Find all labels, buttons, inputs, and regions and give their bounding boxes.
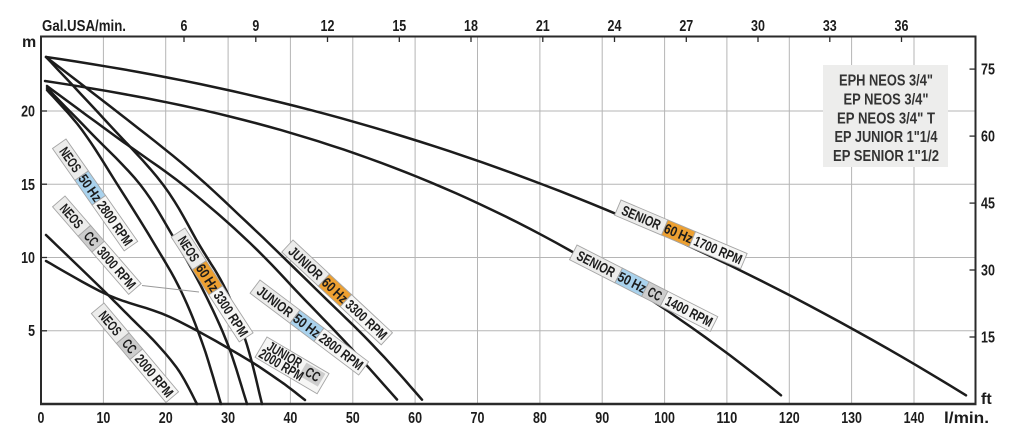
- svg-text:30: 30: [751, 18, 765, 35]
- svg-text:CC: CC: [645, 283, 665, 304]
- svg-text:EP NEOS 3/4" T: EP NEOS 3/4" T: [837, 110, 935, 127]
- svg-text:75: 75: [981, 62, 995, 79]
- svg-text:10: 10: [21, 250, 35, 267]
- svg-text:6: 6: [181, 18, 188, 35]
- svg-text:50: 50: [346, 410, 360, 427]
- svg-text:12: 12: [321, 18, 335, 35]
- svg-text:20: 20: [159, 410, 173, 427]
- svg-text:120: 120: [779, 410, 800, 427]
- svg-text:5: 5: [28, 323, 35, 340]
- svg-text:ft: ft: [981, 391, 992, 408]
- svg-text:15: 15: [981, 330, 995, 347]
- svg-text:20: 20: [21, 104, 35, 121]
- svg-text:15: 15: [392, 18, 406, 35]
- svg-text:80: 80: [533, 410, 547, 427]
- svg-text:70: 70: [471, 410, 485, 427]
- svg-text:21: 21: [536, 18, 550, 35]
- svg-text:30: 30: [981, 263, 995, 280]
- svg-text:EP SENIOR 1"1/2: EP SENIOR 1"1/2: [833, 148, 939, 165]
- svg-text:60: 60: [981, 129, 995, 146]
- svg-text:l/min.: l/min.: [944, 410, 989, 427]
- svg-text:0: 0: [38, 410, 45, 427]
- svg-text:24: 24: [608, 18, 622, 35]
- svg-text:15: 15: [21, 177, 35, 194]
- svg-text:140: 140: [904, 410, 925, 427]
- svg-text:CC: CC: [302, 364, 323, 385]
- svg-text:33: 33: [823, 18, 837, 35]
- svg-text:EPH NEOS 3/4": EPH NEOS 3/4": [839, 73, 933, 90]
- svg-text:18: 18: [464, 18, 478, 35]
- svg-text:30: 30: [221, 410, 235, 427]
- svg-text:EP JUNIOR 1"1/4: EP JUNIOR 1"1/4: [835, 129, 938, 146]
- svg-text:10: 10: [96, 410, 110, 427]
- svg-text:m: m: [22, 34, 36, 51]
- svg-text:40: 40: [283, 410, 297, 427]
- svg-text:130: 130: [841, 410, 862, 427]
- svg-text:45: 45: [981, 196, 995, 213]
- svg-text:27: 27: [679, 18, 693, 35]
- svg-text:9: 9: [252, 18, 259, 35]
- svg-text:EP NEOS 3/4": EP NEOS 3/4": [844, 91, 929, 108]
- svg-text:100: 100: [654, 410, 675, 427]
- svg-text:90: 90: [595, 410, 609, 427]
- svg-text:60: 60: [408, 410, 422, 427]
- svg-text:36: 36: [895, 18, 909, 35]
- svg-text:Gal.USA/min.: Gal.USA/min.: [42, 18, 126, 35]
- svg-text:110: 110: [717, 410, 738, 427]
